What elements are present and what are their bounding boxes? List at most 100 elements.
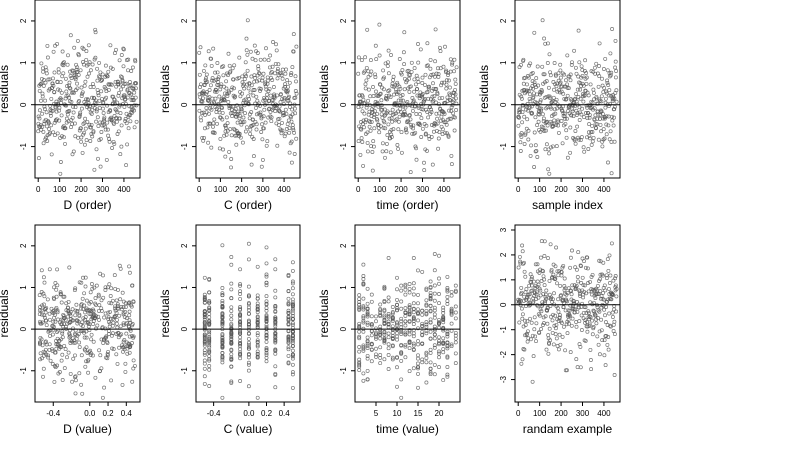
data-point [207,99,212,104]
data-point [428,350,433,355]
data-point [381,125,386,130]
data-point [109,82,114,87]
plot-frame [34,224,141,403]
data-point [531,299,536,304]
data-point [422,160,426,165]
data-point [99,306,104,311]
data-point [565,290,570,295]
data-point [534,292,539,297]
data-point [386,256,391,260]
data-point [365,343,370,348]
data-point [270,64,275,69]
data-point [81,307,86,312]
data-point [51,49,56,54]
data-point [399,395,404,400]
data-point [374,352,378,357]
data-point [89,122,94,127]
data-point [600,111,605,116]
data-point [207,338,212,343]
data-point [379,98,384,103]
data-point [113,304,118,309]
data-point [437,253,441,258]
data-point [55,267,60,272]
data-point [424,302,429,307]
data-point [376,126,381,130]
data-point [416,292,420,297]
data-point [55,310,60,315]
data-point [74,67,79,72]
data-point [591,87,596,92]
data-point [63,141,67,146]
data-point [420,324,425,329]
data-point [262,95,267,100]
data-point [202,381,207,386]
y-tick-label: 1 [339,285,348,290]
data-point [357,293,362,298]
data-point [606,268,611,273]
data-point [207,95,212,100]
data-point [362,111,367,116]
data-point [286,322,291,327]
data-point [432,345,437,350]
data-point [279,73,284,78]
data-point [255,338,260,343]
data-point [51,76,55,81]
data-point [64,308,69,313]
data-point [411,366,416,371]
data-point [614,88,619,93]
data-point [590,139,595,144]
data-point [449,328,454,333]
data-point [416,361,420,366]
data-point [41,366,46,371]
data-point [71,149,76,154]
data-point [107,137,112,141]
data-point [258,86,263,91]
data-point [399,327,404,332]
data-point [237,131,242,136]
data-point [361,378,366,383]
data-point [249,162,254,167]
data-point [82,303,86,308]
data-point [598,108,603,113]
data-point [444,78,449,83]
data-point [56,70,61,75]
data-point [411,98,416,103]
data-point [604,305,609,309]
data-point [357,305,362,310]
data-point [131,299,136,304]
data-point [523,131,528,136]
data-point [439,114,444,119]
data-point [374,326,378,331]
data-point [573,307,577,312]
data-point [445,301,450,306]
data-point [593,71,598,76]
data-point [526,137,531,142]
data-point [373,72,378,77]
data-point [279,128,284,133]
data-point [428,347,433,352]
data-point [207,299,212,303]
data-point [357,306,362,311]
data-point [248,127,253,132]
data-point [565,53,570,58]
data-point [60,331,65,336]
data-point [273,385,278,390]
x-tick-label: 0.2 [102,409,114,418]
data-point [67,331,72,336]
data-point [525,329,530,334]
data-point [84,308,89,313]
data-point [240,140,245,145]
data-point [237,55,242,60]
data-point [67,321,72,326]
data-point [115,317,119,322]
data-point [85,320,90,324]
data-point [291,49,296,54]
data-point [592,106,597,111]
x-axis-label: D (value) [63,422,112,436]
data-point [369,322,374,327]
data-point [566,317,571,322]
data-point [261,114,266,119]
data-point [431,86,436,91]
data-point [238,296,243,301]
